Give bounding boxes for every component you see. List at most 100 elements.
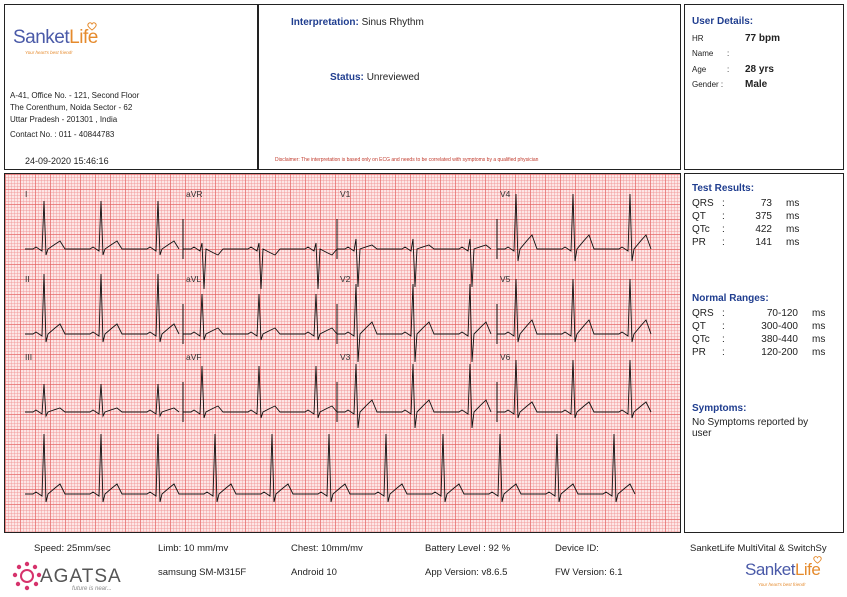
contact-number: Contact No. : 011 - 40844783 xyxy=(10,130,115,139)
footer-app-version: App Version: v8.6.5 xyxy=(425,567,508,578)
row-value: 375 xyxy=(755,211,772,222)
row-unit: ms xyxy=(786,237,800,248)
row-unit: ms xyxy=(812,308,826,319)
row-value: 73 xyxy=(760,198,772,209)
agatsa-emblem-icon xyxy=(12,561,42,591)
logo-tagline: Your heart's best friend! xyxy=(25,50,73,55)
lead-label-v5: V5 xyxy=(500,274,511,284)
status-line: Status: Unreviewed xyxy=(330,72,420,83)
row-value: 380-440 xyxy=(761,334,798,345)
normal-ranges-table: QRS:70-120 ms QT:300-400 ms QTc:380-440 ms … xyxy=(692,307,842,359)
row-sep: : xyxy=(722,334,725,345)
test-result-row: QT: 375 ms xyxy=(692,210,842,223)
row-value: 141 xyxy=(755,237,772,248)
test-result-row: QRS: 73 ms xyxy=(692,197,842,210)
ecg-trace-avl xyxy=(183,293,338,341)
lead-label-v1: V1 xyxy=(340,189,351,199)
row-label: QRS xyxy=(692,198,714,209)
row-value: 70-120 xyxy=(766,308,798,319)
logo-sanket-text: Sanket xyxy=(13,27,70,48)
lead-label-v4: V4 xyxy=(500,189,511,199)
ecg-trace-v1 xyxy=(337,238,492,288)
footer-chest: Chest: 10mm/mv xyxy=(291,543,363,554)
age-label: Age xyxy=(692,65,707,74)
ecg-trace-iii xyxy=(25,383,180,418)
row-label: QT xyxy=(692,321,706,332)
logo-life-text: Life xyxy=(69,27,98,48)
row-unit: ms xyxy=(812,347,826,358)
address-line-1: A-41, Office No. - 121, Second Floor xyxy=(10,91,140,100)
footer-fw-version: FW Version: 6.1 xyxy=(555,567,623,578)
name-label: Name xyxy=(692,49,714,58)
row-sep: : xyxy=(722,211,725,222)
address-line-3: Uttar Pradesh - 201301 , India xyxy=(10,115,118,124)
heart-icon xyxy=(87,22,97,31)
ecg-trace-v4 xyxy=(497,193,652,262)
ecg-trace-v3 xyxy=(337,363,492,429)
normal-range-row: QT: 300-400 ms xyxy=(692,320,842,333)
lead-label-ii: II xyxy=(25,274,30,284)
ecg-trace-avr xyxy=(183,242,338,290)
footer-product: SanketLife MultiVital & SwitchSy xyxy=(690,543,827,554)
lead-label-avr: aVR xyxy=(186,189,203,199)
row-sep: : xyxy=(722,321,725,332)
row-value: 120-200 xyxy=(761,347,798,358)
status-label: Status: xyxy=(330,72,364,83)
ecg-trace-ii xyxy=(25,273,180,343)
normal-range-row: QRS: 70-120 ms xyxy=(692,307,842,320)
logo-tagline-footer: Your heart's best friend! xyxy=(758,582,806,587)
row-sep: : xyxy=(722,198,725,209)
ecg-rhythm-strip xyxy=(25,433,636,503)
footer-device-model: samsung SM-M315F xyxy=(158,567,247,578)
row-unit: ms xyxy=(812,334,826,345)
interpretation-value: Sinus Rhythm xyxy=(361,17,424,28)
age-value: 28 yrs xyxy=(745,64,774,75)
logo-life-text: Life xyxy=(794,560,821,579)
age-separator: : xyxy=(727,65,730,74)
ecg-trace-i xyxy=(25,200,180,256)
lead-label-v6: V6 xyxy=(500,352,511,362)
row-unit: ms xyxy=(812,321,826,332)
header-address-box: SanketLife Your heart's best friend! A-4… xyxy=(4,4,258,170)
test-results-title: Test Results: xyxy=(692,183,755,194)
lead-label-v3: V3 xyxy=(340,352,351,362)
footer-android: Android 10 xyxy=(291,567,337,578)
lead-label-i: I xyxy=(25,189,27,199)
lead-label-avl: aVL xyxy=(186,274,201,284)
user-details-box: User Details: HR 77 bpm Name : Age : 28 … xyxy=(684,4,844,170)
status-value: Unreviewed xyxy=(366,72,420,83)
lead-label-iii: III xyxy=(25,352,32,362)
normal-range-row: QTc: 380-440 ms xyxy=(692,333,842,346)
user-details-title: User Details: xyxy=(692,16,754,27)
row-unit: ms xyxy=(786,224,800,235)
footer-limb: Limb: 10 mm/mv xyxy=(158,543,229,554)
row-value: 422 xyxy=(755,224,772,235)
results-panel: Test Results: QRS: 73 ms QT: 375 ms QTc: 422 m… xyxy=(684,173,844,533)
row-sep: : xyxy=(722,224,725,235)
sanketlife-logo: SanketLife xyxy=(13,22,98,49)
row-unit: ms xyxy=(786,198,800,209)
address-line-2: The Corenthum, Noida Sector - 62 xyxy=(10,103,133,112)
lead-label-v2: V2 xyxy=(340,274,351,284)
ecg-trace-v2 xyxy=(337,283,492,363)
row-label: QTc xyxy=(692,334,710,345)
normal-ranges-title: Normal Ranges: xyxy=(692,293,769,304)
report-datetime: 24-09-2020 15:46:16 xyxy=(25,156,109,166)
symptoms-text-line-2: user xyxy=(692,428,712,439)
test-result-row: QTc: 422 ms xyxy=(692,223,842,236)
row-label: PR xyxy=(692,237,706,248)
row-label: QTc xyxy=(692,224,710,235)
agatsa-tagline: future is near... xyxy=(72,586,112,592)
test-results-table: QRS: 73 ms QT: 375 ms QTc: 422 ms PR: 141 ms xyxy=(692,197,842,249)
interpretation-box: Interpretation: Sinus Rhythm Status: Unr… xyxy=(258,4,681,170)
row-sep: : xyxy=(722,237,725,248)
disclaimer-text: Disclaimer: The interpretation is based … xyxy=(275,157,539,163)
symptoms-title: Symptoms: xyxy=(692,403,747,414)
agatsa-logo: AGATSA future is near... xyxy=(10,557,140,595)
logo-sanket-text: Sanket xyxy=(745,560,795,579)
ecg-trace-v6 xyxy=(497,359,652,419)
ecg-trace-v5 xyxy=(497,278,652,343)
interpretation-label: Interpretation: xyxy=(291,17,359,28)
